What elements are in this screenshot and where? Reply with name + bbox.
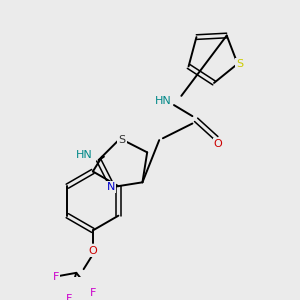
Text: F: F — [53, 272, 59, 281]
Text: F: F — [66, 294, 72, 300]
Text: S: S — [236, 59, 243, 69]
Text: N: N — [106, 182, 115, 192]
Text: O: O — [88, 246, 97, 256]
Text: S: S — [118, 135, 126, 146]
Text: O: O — [214, 139, 223, 149]
Text: F: F — [90, 288, 96, 298]
Text: HN: HN — [76, 150, 93, 160]
Text: HN: HN — [155, 96, 172, 106]
